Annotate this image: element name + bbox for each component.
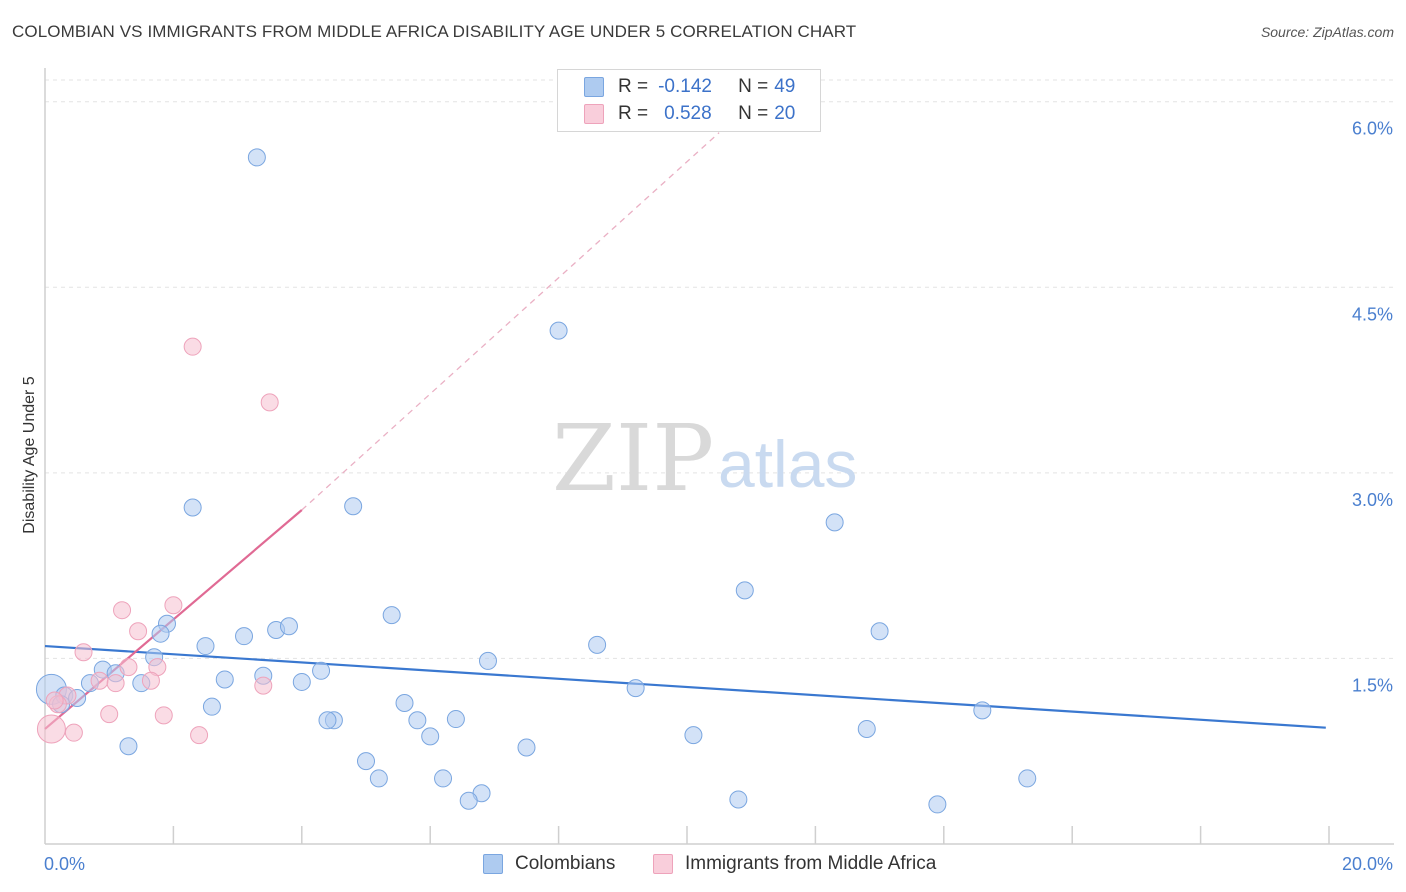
y-tick-label: 3.0% xyxy=(1352,490,1393,510)
colombians-point xyxy=(183,498,202,517)
grid-lines xyxy=(45,79,1394,659)
colombians-legend-icon xyxy=(483,854,503,874)
legend-label-middle-africa: Immigrants from Middle Africa xyxy=(685,853,937,874)
x-tick-label: 0.0% xyxy=(44,854,85,874)
middle-africa-point xyxy=(64,723,83,742)
x-tick-label: 20.0% xyxy=(1342,854,1393,874)
colombians-point xyxy=(446,710,465,729)
colombians-point xyxy=(312,661,331,680)
stats-legend-row-colombians: R = -0.142 N = 49 xyxy=(584,75,795,99)
chart-title: COLOMBIAN VS IMMIGRANTS FROM MIDDLE AFRI… xyxy=(12,22,857,41)
middle-africa-point xyxy=(106,674,125,693)
legend-label-colombians: Colombians xyxy=(515,853,616,874)
source-label: Source: ZipAtlas.com xyxy=(1260,24,1394,40)
r-label: R = xyxy=(618,103,649,124)
legend-item-colombians[interactable]: Colombians xyxy=(483,852,615,876)
tick-labels: 1.5% 3.0% 4.5% 6.0% 0.0% 20.0% xyxy=(44,119,1393,874)
n-value: 49 xyxy=(774,76,796,97)
colombians-point xyxy=(478,651,497,670)
n-label: N = xyxy=(738,76,769,97)
colombians-point xyxy=(973,701,992,720)
n-label: N = xyxy=(738,103,769,124)
colombians-point xyxy=(395,693,414,712)
colombians-point xyxy=(588,635,607,654)
colombians-point xyxy=(247,148,266,167)
data-points xyxy=(35,148,1037,814)
middle-africa-point xyxy=(119,658,138,677)
colombians-point xyxy=(369,769,388,788)
middle-africa-point xyxy=(74,643,93,662)
colombians-point xyxy=(459,791,478,810)
colombians-point xyxy=(382,606,401,625)
r-value: 0.528 xyxy=(664,103,712,124)
colombians-point xyxy=(119,737,138,756)
colombians-point xyxy=(549,321,568,340)
colombians-point xyxy=(928,795,947,814)
colombians-point xyxy=(870,622,889,641)
middle-africa-point xyxy=(190,726,209,745)
colombians-trend-line xyxy=(44,644,1326,729)
stats-legend: R = -0.142 N = 49 R = 0.528 N = 20 xyxy=(557,69,821,132)
y-axis-title: Disability Age Under 5 xyxy=(21,376,38,534)
colombians-point xyxy=(279,617,298,636)
colombians-point xyxy=(344,497,363,516)
colombians-point xyxy=(626,679,645,698)
colombians-point xyxy=(151,624,170,643)
colombians-point xyxy=(357,752,375,771)
middle-africa-point xyxy=(254,676,273,695)
colombians-point xyxy=(517,738,536,757)
y-tick-label: 4.5% xyxy=(1352,304,1393,324)
colombians-point xyxy=(318,711,337,730)
colombians-point xyxy=(1018,769,1037,788)
middle-africa-point xyxy=(100,705,119,724)
middle-africa-trend-extension xyxy=(301,132,720,511)
middle-africa-point xyxy=(183,337,202,356)
colombians-point xyxy=(421,727,440,746)
colombians-point xyxy=(825,513,844,532)
colombians-point xyxy=(235,627,254,646)
r-label: R = xyxy=(618,76,649,97)
stats-legend-row-middle-africa: R = 0.528 N = 20 xyxy=(584,102,795,126)
middle-africa-point xyxy=(164,596,183,615)
legend-item-middle-africa[interactable]: Immigrants from Middle Africa xyxy=(653,852,936,876)
colombians-swatch-icon xyxy=(584,77,604,97)
watermark-atlas: atlas xyxy=(718,427,857,501)
watermark-zip: ZIP xyxy=(552,405,714,512)
colombians-point xyxy=(735,581,754,600)
r-value: -0.142 xyxy=(658,76,712,97)
colombians-point xyxy=(408,711,427,730)
colombians-point xyxy=(684,726,703,745)
middle-africa-legend-icon xyxy=(653,854,673,874)
colombians-point xyxy=(202,697,221,716)
middle-africa-point xyxy=(45,691,64,710)
middle-africa-point xyxy=(154,706,173,725)
colombians-point xyxy=(857,719,876,738)
colombians-point xyxy=(215,670,234,689)
axes xyxy=(44,68,1394,845)
middle-africa-point xyxy=(90,671,109,690)
middle-africa-point xyxy=(141,671,160,690)
colombians-point xyxy=(292,672,311,691)
middle-africa-point xyxy=(260,393,279,412)
colombians-point xyxy=(434,769,453,788)
n-value: 20 xyxy=(774,103,796,124)
middle-africa-point xyxy=(129,622,148,641)
middle-africa-swatch-icon xyxy=(584,104,604,124)
y-tick-label: 1.5% xyxy=(1352,675,1393,695)
y-tick-label: 6.0% xyxy=(1352,119,1393,139)
middle-africa-point xyxy=(113,601,132,620)
middle-africa-point xyxy=(36,714,66,744)
colombians-point xyxy=(729,790,748,809)
colombians-point xyxy=(196,637,215,656)
